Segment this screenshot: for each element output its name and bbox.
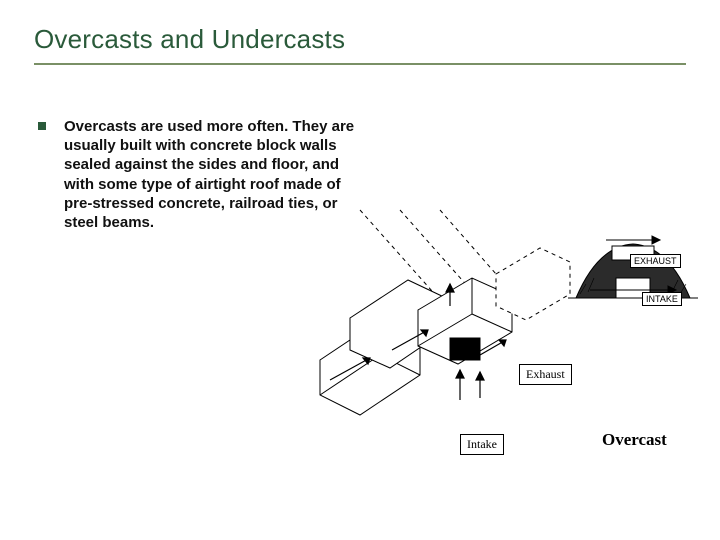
exhaust-label-text: Exhaust (526, 367, 565, 381)
inset-exhaust-text: EXHAUST (634, 256, 677, 266)
overcast-diagram-icon (300, 200, 580, 460)
inset-intake-label: INTAKE (642, 292, 682, 306)
slide-container: Overcasts and Undercasts Overcasts are u… (0, 0, 720, 540)
overcast-cross-section-icon (568, 228, 698, 328)
slide-title: Overcasts and Undercasts (34, 24, 686, 65)
exhaust-label: Exhaust (519, 364, 572, 385)
inset-intake-text: INTAKE (646, 294, 678, 304)
bullet-icon (38, 122, 46, 130)
inset-exhaust-label: EXHAUST (630, 254, 681, 268)
intake-label: Intake (460, 434, 504, 455)
diagram-caption: Overcast (602, 430, 667, 450)
intake-label-text: Intake (467, 437, 497, 451)
diagram-caption-text: Overcast (602, 430, 667, 449)
title-underline (34, 63, 686, 65)
diagram-area: Exhaust Intake EXHAUST INTAKE Overcast (310, 220, 710, 520)
